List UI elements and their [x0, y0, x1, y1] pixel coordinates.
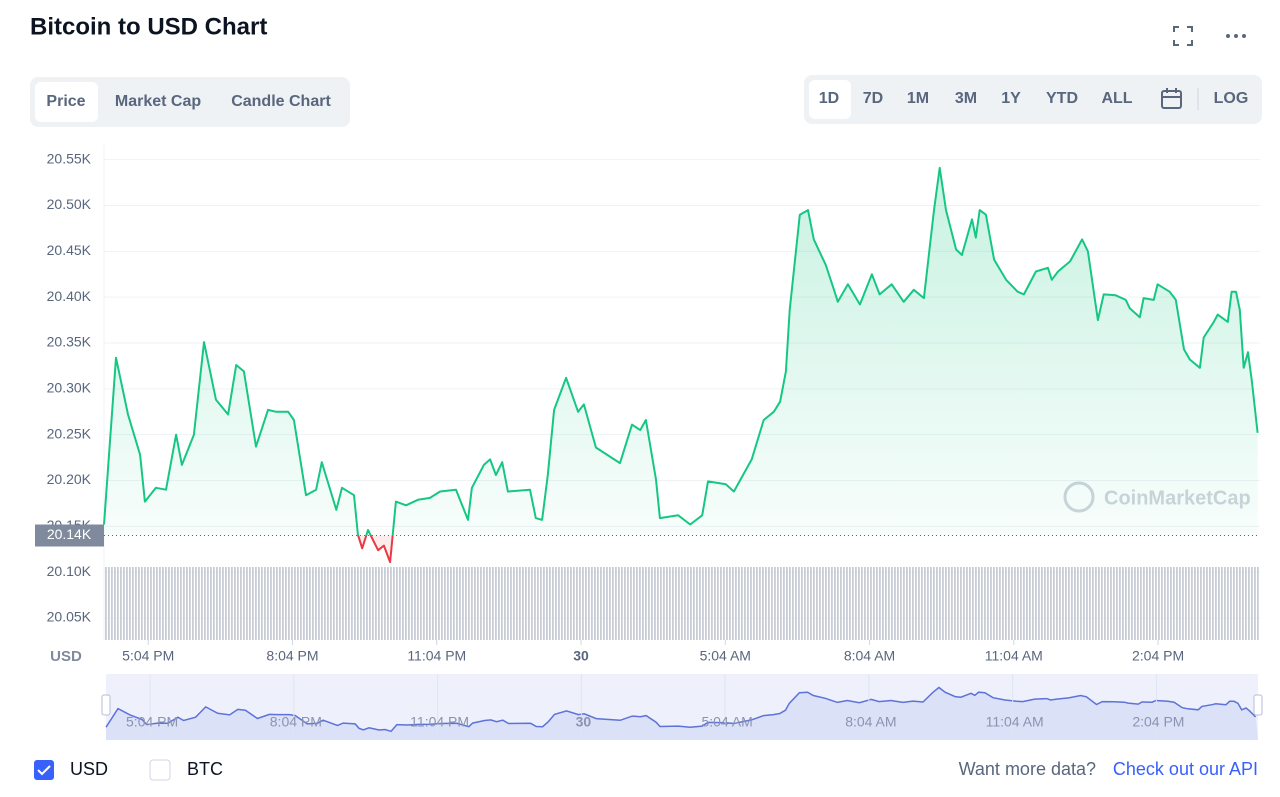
x-tick-label: 11:04 AM — [985, 648, 1043, 664]
tab[interactable]: Candle Chart — [231, 93, 331, 110]
y-tick-label: 20.55K — [47, 150, 92, 166]
area-fill — [104, 167, 1258, 563]
x-tick-label: 8:04 AM — [844, 648, 895, 664]
calendar-icon[interactable] — [1161, 88, 1182, 109]
active-tab-bg — [35, 82, 98, 122]
price-line — [103, 166, 1259, 564]
x-tick-label: 2:04 PM — [1132, 648, 1184, 664]
footer-prompt: Want more data? — [959, 759, 1096, 779]
checkmark — [37, 765, 51, 776]
navigator-tick-label: 11:04 PM — [410, 714, 469, 730]
range-button[interactable]: 1D — [819, 90, 839, 107]
navigator-tick-label: 2:04 PM — [1132, 714, 1184, 730]
tab[interactable]: Market Cap — [115, 93, 201, 110]
log-toggle[interactable]: LOG — [1214, 90, 1249, 107]
chart-title: Bitcoin to USD Chart — [30, 13, 267, 40]
currency-option[interactable]: BTC — [187, 759, 223, 779]
checkbox[interactable] — [149, 759, 171, 781]
navigator-handle[interactable] — [101, 694, 111, 716]
y-tick-label: 20.45K — [47, 242, 92, 258]
y-tick-label: 20.05K — [47, 609, 92, 625]
currency-label: USD — [50, 648, 82, 665]
range-bar — [804, 75, 1262, 124]
navigator-line — [105, 686, 1257, 733]
navigator-tick-label: 8:04 AM — [845, 714, 896, 730]
y-tick-label: 20.35K — [47, 334, 92, 350]
y-tick-label: 20.25K — [47, 425, 92, 441]
x-tick-label: 5:04 PM — [122, 648, 174, 664]
reference-label: 20.14K — [47, 526, 92, 542]
x-tick-label: 11:04 PM — [407, 648, 466, 664]
range-button[interactable]: 3M — [955, 90, 977, 107]
reference-badge — [35, 524, 104, 547]
checkbox-checked[interactable] — [34, 760, 54, 780]
tab[interactable]: Price — [46, 93, 85, 110]
navigator-tick-label: 8:04 PM — [270, 714, 322, 730]
tab-bar — [30, 77, 350, 127]
y-tick-label: 20.20K — [47, 471, 92, 487]
range-button[interactable]: ALL — [1101, 90, 1132, 107]
x-tick-label: 30 — [573, 648, 589, 664]
currency-option[interactable]: USD — [70, 759, 108, 779]
more-icon[interactable] — [1226, 34, 1246, 38]
range-button[interactable]: YTD — [1046, 90, 1078, 107]
active-range-bg — [809, 80, 851, 119]
y-tick-label: 20.40K — [47, 288, 92, 304]
fullscreen-icon[interactable] — [1173, 26, 1193, 46]
api-link[interactable]: Check out our API — [1113, 759, 1258, 779]
y-tick-label: 20.50K — [47, 196, 92, 212]
y-tick-label: 20.30K — [47, 380, 92, 396]
x-tick-label: 8:04 PM — [266, 648, 318, 664]
range-button[interactable]: 7D — [863, 90, 883, 107]
navigator-tick-label: 5:04 AM — [701, 714, 752, 730]
x-tick-label: 5:04 AM — [700, 648, 751, 664]
navigator-tick-label: 11:04 AM — [986, 714, 1044, 730]
volume-bars — [104, 567, 1260, 640]
y-tick-label: 20.10K — [47, 563, 92, 579]
navigator-handle[interactable] — [1253, 694, 1263, 716]
navigator-tick-label: 5:04 PM — [126, 714, 178, 730]
range-button[interactable]: 1M — [907, 90, 929, 107]
navigator-area — [106, 687, 1258, 740]
range-button[interactable]: 1Y — [1001, 90, 1021, 107]
navigator-tick-label: 30 — [576, 714, 592, 730]
